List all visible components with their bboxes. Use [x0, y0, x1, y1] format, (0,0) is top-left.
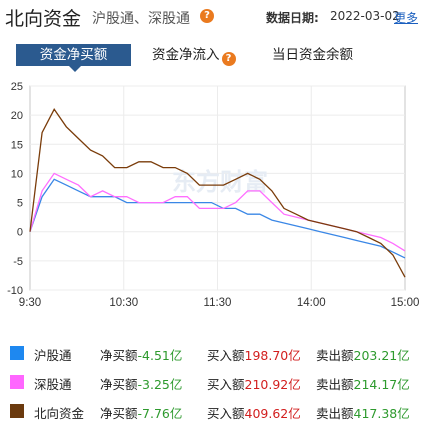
tab-label: 当日资金余额 [272, 47, 353, 63]
buy-label: 买入额 [207, 406, 245, 421]
legend-swatch [10, 346, 24, 360]
help-icon[interactable]: ? [200, 9, 214, 23]
legend-net: 净买额-4.51亿 [100, 345, 182, 364]
buy-label: 买入额 [207, 377, 245, 392]
legend-row: 沪股通 净买额-4.51亿 买入额198.70亿 卖出额203.21亿 [0, 340, 427, 366]
sell-value: 203.21亿 [353, 348, 410, 363]
net-value: -7.76亿 [137, 406, 183, 421]
y-tick-label: 10 [11, 168, 23, 180]
legend-name: 沪股通 [34, 348, 72, 363]
series-line [29, 178, 406, 259]
sell-label: 卖出额 [316, 377, 354, 392]
x-tick-label: 9:30 [19, 297, 41, 309]
tab-bar: 资金净买额 资金净流入? 当日资金余额 [0, 40, 427, 72]
buy-value: 198.70亿 [244, 348, 301, 363]
tab-net-inflow[interactable]: 资金净流入? [152, 44, 236, 66]
legend-sell: 卖出额214.17亿 [316, 374, 410, 393]
net-label: 净买额 [100, 348, 138, 363]
y-tick-label: -5 [13, 256, 23, 268]
sell-value: 417.38亿 [353, 406, 410, 421]
legend-buy: 买入额210.92亿 [207, 374, 301, 393]
more-link[interactable]: 更多 [394, 11, 419, 25]
legend-buy: 买入额409.62亿 [207, 403, 301, 422]
y-tick-label: 0 [17, 227, 23, 239]
x-tick-label: 14:00 [297, 297, 326, 309]
date-label: 数据日期: [266, 11, 319, 25]
buy-value: 210.92亿 [244, 377, 301, 392]
legend-row: 深股通 净买额-3.25亿 买入额210.92亿 卖出额214.17亿 [0, 369, 427, 395]
sell-value: 214.17亿 [353, 377, 410, 392]
chart-area: 25 20 15 10 5 0 -5 -10 9:30 10:30 11:30 14:00 15:00 东… [0, 78, 427, 316]
buy-value: 409.62亿 [244, 406, 301, 421]
date-value: 2022-03-02 [330, 9, 400, 23]
legend-net: 净买额-3.25亿 [100, 374, 182, 393]
x-tick-label: 15:00 [391, 297, 420, 309]
legend-swatch [10, 404, 24, 418]
legend-swatch [10, 375, 24, 389]
series-line [29, 108, 406, 278]
y-tick-label: 5 [17, 198, 23, 210]
page-subtitle: 沪股通、深股通 [92, 11, 190, 27]
legend-buy: 买入额198.70亿 [207, 345, 301, 364]
tab-label: 资金净流入 [152, 47, 220, 63]
help-icon[interactable]: ? [221, 52, 236, 66]
legend-row: 北向资金 净买额-7.76亿 买入额409.62亿 卖出额417.38亿 [0, 398, 427, 424]
legend-name: 北向资金 [34, 406, 85, 421]
sell-label: 卖出额 [316, 406, 354, 421]
x-tick-label: 10:30 [109, 297, 138, 309]
legend-sell: 卖出额203.21亿 [316, 345, 410, 364]
tab-daily-balance[interactable]: 当日资金余额 [272, 44, 353, 66]
tab-label: 资金净买额 [39, 47, 108, 63]
net-value: -4.51亿 [137, 348, 183, 363]
sell-label: 卖出额 [316, 348, 354, 363]
net-label: 净买额 [100, 406, 138, 421]
x-tick-label: 11:30 [204, 297, 232, 309]
net-value: -3.25亿 [137, 377, 183, 392]
buy-label: 买入额 [207, 348, 245, 363]
line-chart: 25 20 15 10 5 0 -5 -109:30 10:30 11:30 14:00 15:00 东… [7, 81, 420, 309]
page-title: 北向资金 [5, 8, 82, 30]
tab-net-buy[interactable]: 资金净买额 [16, 44, 131, 72]
legend-sell: 卖出额417.38亿 [316, 403, 410, 422]
header: 北向资金 沪股通、深股通 ? 数据日期: 2022-03-02 更多 [0, 0, 427, 32]
watermark: 东方财富 [172, 168, 268, 196]
legend-net: 净买额-7.76亿 [100, 403, 182, 422]
y-tick-label: -10 [7, 285, 23, 297]
y-tick-label: 25 [11, 81, 23, 93]
net-label: 净买额 [100, 377, 138, 392]
y-tick-label: 20 [11, 110, 23, 122]
y-tick-label: 15 [11, 139, 23, 151]
legend-name: 深股通 [34, 377, 72, 392]
